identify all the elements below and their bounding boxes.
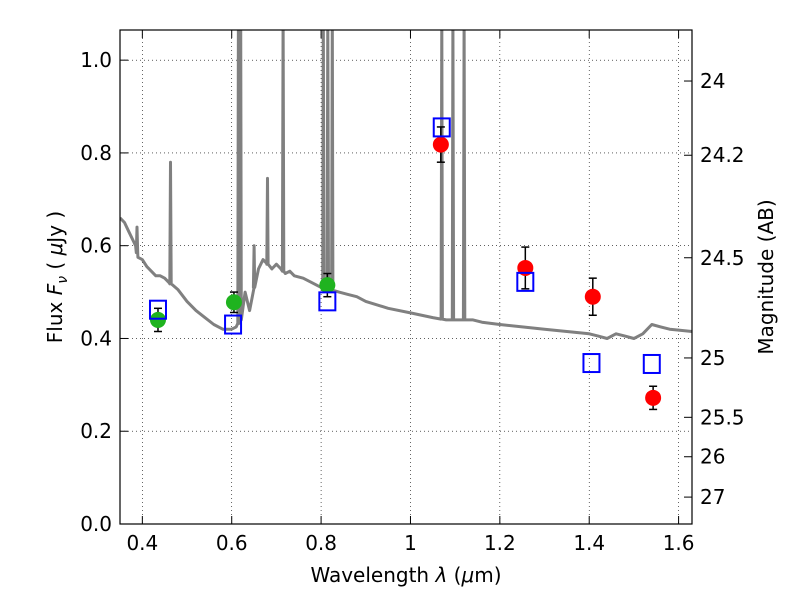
x-tick-label: 0.8 <box>305 531 337 555</box>
x-tick-label: 0.6 <box>216 531 248 555</box>
x-tick-label: 1 <box>404 531 417 555</box>
model-photometry-marker <box>516 271 535 292</box>
plot-frame <box>119 29 693 525</box>
y-tick-label: 1.0 <box>80 48 112 72</box>
ticks: 0.4 0.6 0.8 1 1.2 1.4 1.6 0.0 0.2 0.4 0.6 0.8 1.0 24 2… <box>80 30 745 555</box>
model-photometry-marker <box>642 353 661 374</box>
x-tick-label: 1.2 <box>484 531 516 555</box>
y-tick-label: 0.4 <box>80 326 112 350</box>
x-tick-label: 1.4 <box>573 531 605 555</box>
y-tick-label: 0.0 <box>80 512 112 536</box>
x-tick-label: 0.4 <box>126 531 158 555</box>
model-sed-line <box>120 30 692 340</box>
data-point <box>432 136 449 153</box>
model-photometry-marker <box>224 314 243 335</box>
x-axis-label: Wavelength λ (μm) <box>310 563 501 587</box>
grid <box>120 30 692 525</box>
y-tick-label: 0.2 <box>80 419 112 443</box>
y2-tick-label: 27 <box>700 485 725 509</box>
y-tick-label: 0.6 <box>80 234 112 258</box>
data-point <box>225 294 242 311</box>
data-point <box>149 311 166 328</box>
x-tick-label: 1.6 <box>663 531 695 555</box>
model-photometry-marker <box>318 291 337 312</box>
model-photometry-marker <box>432 117 451 138</box>
model-photometry-marker <box>148 299 167 320</box>
y-axis-label: Flux Fν ( μJy ) <box>43 211 71 343</box>
model-photometry-marker <box>582 353 601 374</box>
plot-area <box>120 30 692 411</box>
y2-tick-label: 24 <box>700 69 725 93</box>
y2-tick-label: 26 <box>700 445 725 469</box>
y2-tick-label: 24.2 <box>700 143 745 167</box>
y-tick-label: 0.8 <box>80 141 112 165</box>
y2-axis-label: Magnitude (AB) <box>754 199 778 354</box>
y2-tick-label: 25.5 <box>700 405 745 429</box>
data-point <box>584 288 601 305</box>
data-point <box>645 389 662 406</box>
y2-tick-label: 25 <box>700 346 725 370</box>
y2-tick-label: 24.5 <box>700 246 745 270</box>
data-point <box>319 277 336 294</box>
